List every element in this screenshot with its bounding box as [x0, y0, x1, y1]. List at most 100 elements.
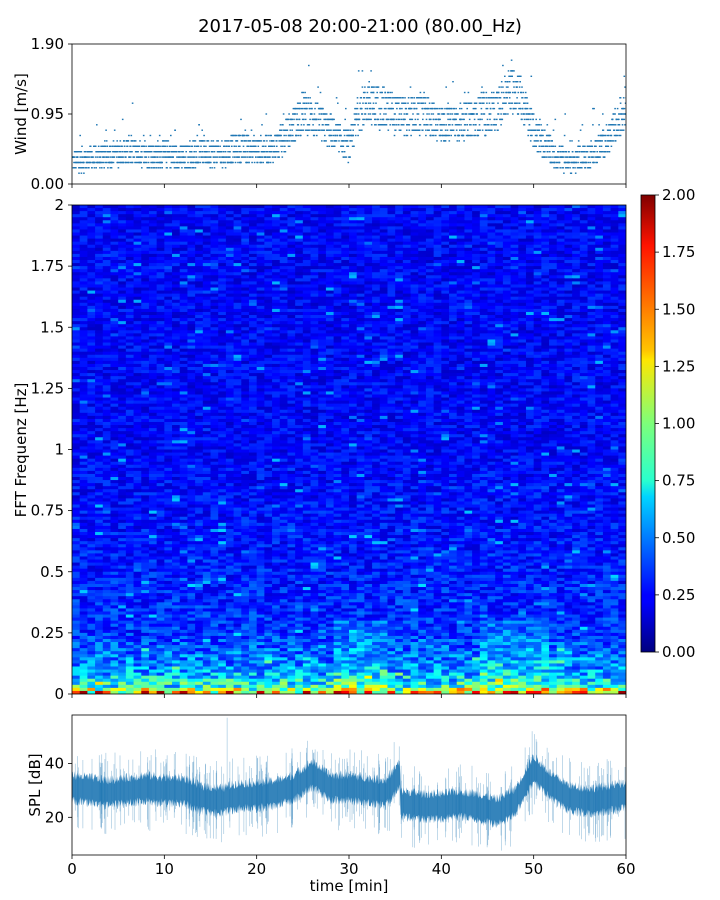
wind-point	[539, 118, 541, 121]
spectrogram-cell	[556, 211, 566, 215]
spectrogram-cell	[264, 272, 273, 276]
wind-point	[357, 124, 359, 126]
wind-point	[497, 113, 500, 115]
wind-point	[619, 97, 622, 99]
spectrogram-cell	[525, 263, 535, 267]
wind-point	[80, 156, 83, 158]
spectrogram-cell	[541, 205, 550, 209]
spectrogram-cell	[325, 235, 335, 240]
spectrogram-cell	[279, 260, 289, 264]
spectrogram-cell	[402, 266, 412, 270]
spectrogram-cell	[141, 278, 150, 283]
spectrogram-cell	[202, 266, 212, 270]
spectrogram-cell	[456, 229, 466, 234]
spectrogram-cell	[395, 275, 404, 279]
spectrogram-cell	[164, 256, 173, 261]
spectrogram-cell	[264, 238, 273, 243]
spectrogram-cell	[95, 284, 104, 289]
wind-point	[413, 107, 415, 110]
wind-point	[454, 124, 457, 126]
wind-point	[112, 151, 114, 153]
spectrogram-cell	[502, 217, 512, 221]
spectrogram-cell	[479, 208, 489, 212]
spectrogram-cell	[172, 269, 181, 273]
spectrogram-cell	[418, 247, 427, 252]
wind-point	[509, 75, 512, 77]
spectrogram-cell	[202, 232, 212, 237]
spectrogram-cell	[110, 244, 119, 249]
spectrogram-cell	[264, 205, 273, 209]
spectrogram-cell	[248, 278, 258, 283]
wind-point	[273, 145, 276, 147]
spectrogram-cell	[449, 287, 458, 292]
spectrogram-cell	[541, 296, 550, 301]
wind-point	[365, 102, 367, 104]
spectrogram-cell	[325, 275, 335, 279]
spectrogram-cell	[549, 272, 558, 276]
spectrogram-cell	[556, 220, 566, 224]
wind-point	[523, 124, 526, 126]
spectrogram-cell	[487, 290, 496, 295]
spectrogram-cell	[148, 247, 158, 252]
wind-point	[222, 161, 224, 164]
spectrogram-cell	[172, 247, 181, 252]
spectrogram-cell	[349, 281, 358, 286]
spectrogram-cell	[95, 211, 104, 215]
wind-point	[155, 151, 158, 153]
spectrogram-cell	[225, 256, 235, 261]
spectrogram-cell	[618, 250, 626, 255]
wind-point	[455, 107, 457, 110]
spectrogram-cell	[433, 238, 442, 243]
spectrogram-cell	[525, 205, 535, 209]
spectrogram-cell	[349, 205, 358, 209]
wind-point	[399, 97, 402, 99]
spectrogram-cell	[441, 208, 450, 212]
spectrogram-cell	[502, 284, 512, 289]
spectrogram-cell	[179, 284, 189, 289]
wind-point	[155, 167, 158, 169]
wind-point	[415, 107, 418, 110]
wind-point	[347, 145, 350, 147]
spectrogram-cell	[179, 263, 189, 267]
wind-point	[270, 134, 272, 137]
spectrogram-cell	[256, 211, 265, 215]
spectrogram-cell	[364, 293, 373, 298]
wind-point	[121, 118, 124, 121]
spectrogram-cell	[102, 263, 112, 267]
wind-point	[297, 134, 300, 137]
wind-point	[135, 145, 138, 147]
spectrogram-cell	[210, 272, 219, 276]
wind-point	[405, 107, 407, 110]
wind-point	[285, 140, 288, 142]
spectrogram-cell	[472, 296, 481, 301]
spectrogram-cell	[102, 299, 112, 304]
wind-point	[607, 140, 610, 142]
spectrogram-cell	[318, 205, 327, 209]
spectrogram-cell	[602, 205, 612, 209]
spectrogram-cell	[379, 284, 389, 289]
wind-point	[404, 97, 406, 99]
spectrogram-cell	[141, 226, 150, 231]
wind-point	[280, 151, 283, 153]
spectrogram-cell	[302, 269, 312, 273]
spectrogram-cell	[372, 266, 381, 270]
wind-point	[324, 140, 326, 142]
spectrogram-cell	[495, 293, 504, 298]
spectrogram-cell	[425, 205, 435, 209]
spectrogram-cell	[479, 223, 489, 227]
spectrogram-cell	[87, 296, 96, 301]
spectrogram-cell	[264, 260, 273, 264]
spectrogram-cell	[110, 247, 119, 252]
spectrogram-cell	[248, 214, 258, 218]
spectrogram-cell	[595, 253, 604, 258]
spectrogram-cell	[425, 260, 435, 264]
wind-point	[554, 145, 557, 147]
wind-point	[379, 91, 382, 94]
spectrogram-cell	[572, 208, 581, 212]
spectrogram-cell	[572, 256, 581, 261]
spectrogram-cell	[433, 269, 442, 273]
spectrogram-cell	[318, 247, 327, 252]
spectrogram-cell	[402, 299, 412, 304]
wind-point	[496, 91, 499, 94]
spectrogram-cell	[210, 278, 219, 283]
